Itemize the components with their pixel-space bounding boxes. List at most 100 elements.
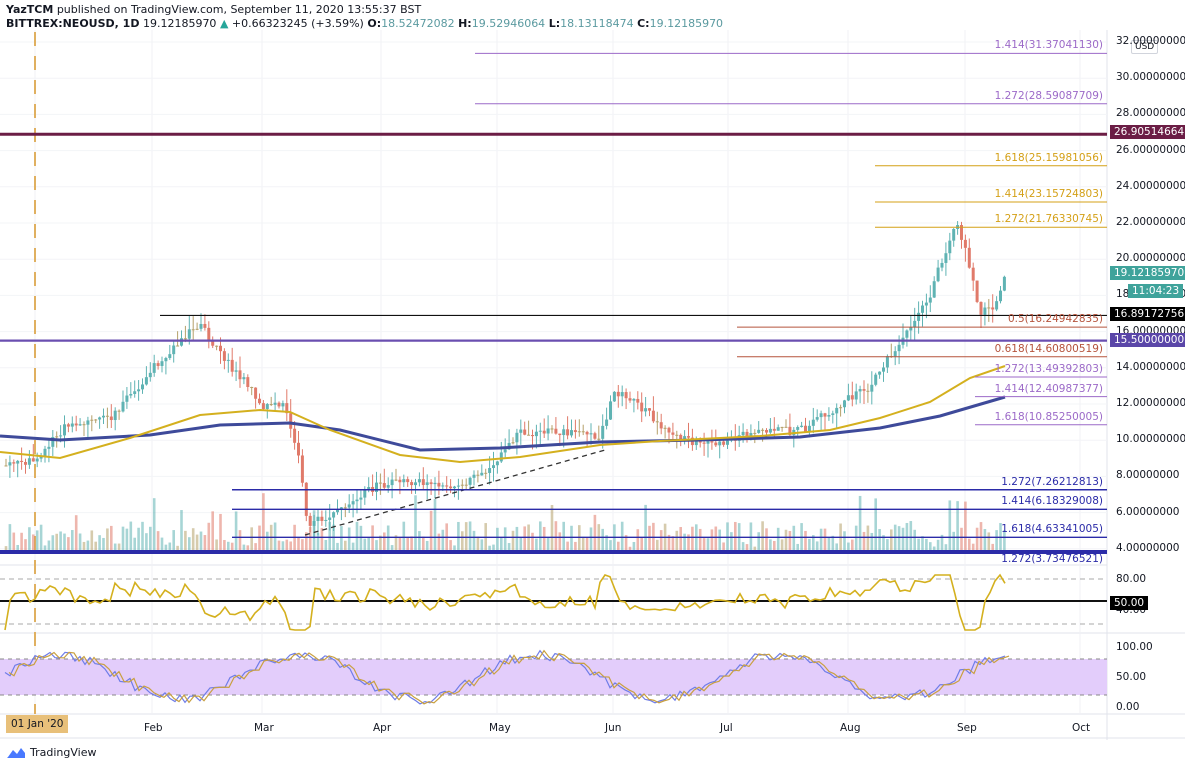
candle-body — [624, 392, 628, 399]
candle-body — [63, 424, 66, 436]
candle-body — [554, 428, 558, 434]
volume-bar — [121, 526, 125, 553]
volume-bar — [71, 530, 74, 553]
time-tick-oct: Oct — [1072, 722, 1091, 734]
volume-bar — [527, 524, 530, 553]
volume-bar — [43, 545, 47, 553]
candle-body — [776, 427, 780, 431]
volume-bar — [737, 523, 741, 553]
volume-bar — [769, 539, 772, 553]
candle-body — [172, 345, 176, 355]
volume-bar — [113, 543, 117, 553]
low-value: 18.13118474 — [560, 17, 634, 30]
candle-body — [761, 429, 765, 431]
candle-body — [187, 329, 191, 339]
fib-level-label: 1.272(28.59087709) — [994, 89, 1103, 102]
stoch-tick-100: 100.00 — [1116, 641, 1153, 653]
volume-bar — [472, 530, 476, 553]
symbol-label[interactable]: BITTREX:NEOUSD, 1D — [6, 17, 140, 30]
fib-level-label: 1.414(31.37041130) — [994, 39, 1103, 52]
volume-bar — [269, 524, 273, 553]
volume-bar — [823, 528, 827, 553]
volume-bar — [32, 534, 35, 553]
candle-body — [722, 441, 726, 445]
candle-body — [831, 413, 835, 415]
volume-bar — [308, 527, 312, 553]
volume-bar — [574, 541, 577, 553]
candle-body — [952, 228, 956, 241]
volume-bar — [449, 540, 452, 553]
volume-bar — [172, 530, 175, 553]
volume-bar — [866, 525, 870, 553]
candle-body — [273, 402, 277, 405]
volume-bar — [211, 511, 214, 553]
published-text: published on TradingView.com, September … — [56, 3, 422, 16]
candle-body — [671, 432, 675, 435]
volume-bar — [710, 529, 714, 553]
volume-bar — [578, 525, 581, 553]
candle-body — [839, 407, 843, 409]
tradingview-logo[interactable]: TradingView — [6, 745, 96, 759]
volume-bar — [870, 532, 874, 553]
candle-body — [125, 395, 129, 402]
price-tick: 6.00000000 — [1116, 505, 1180, 518]
open-label: O: — [367, 17, 382, 30]
support-price-tag: 15.50000000 — [1110, 333, 1185, 347]
volume-bar — [987, 532, 991, 553]
candle-body — [667, 427, 671, 433]
price-tick: 4.00000000 — [1116, 541, 1180, 554]
candle-body — [784, 426, 788, 428]
volume-bar — [184, 530, 187, 553]
volume-bar — [628, 546, 632, 553]
candle-body — [811, 419, 815, 426]
price-tick: 24.00000000 — [1116, 179, 1185, 192]
volume-bar — [242, 544, 246, 553]
candle-body — [870, 384, 874, 392]
candle-body — [679, 434, 683, 441]
currency-badge[interactable]: USD — [1131, 40, 1159, 54]
candle-body — [897, 344, 901, 352]
candle-body — [573, 430, 577, 433]
volume-bar — [324, 539, 328, 553]
close-label: C: — [637, 17, 650, 30]
candle-body — [453, 486, 456, 489]
author-name[interactable]: YazTCM — [6, 3, 54, 16]
candle-body — [944, 253, 948, 263]
volume-bar — [164, 544, 168, 553]
volume-bar — [839, 523, 842, 553]
candle-body — [749, 433, 753, 437]
stoch-d-line — [8, 649, 1010, 705]
fib-level-label: 0.5(16.24942835) — [1007, 313, 1103, 326]
candle-body — [648, 408, 651, 411]
candle-body — [566, 429, 570, 436]
candle-body — [480, 472, 484, 476]
volume-bar — [792, 525, 796, 553]
fib-level-label: 1.272(13.49392803) — [994, 362, 1103, 375]
volume-bar — [964, 501, 967, 553]
candle-body — [921, 305, 924, 313]
volume-bar — [207, 522, 211, 553]
volume-bar — [632, 541, 636, 553]
candle-body — [160, 361, 164, 366]
time-tick-apr: Apr — [373, 722, 392, 734]
rsi-line — [4, 573, 1006, 631]
volume-bar — [488, 545, 491, 553]
volume-bar — [258, 525, 261, 553]
rsi-tick-80: 80.00 — [1116, 573, 1147, 585]
volume-bar — [624, 535, 628, 553]
candle-body — [82, 424, 86, 426]
candle-body — [156, 363, 160, 366]
candle-body — [710, 441, 714, 443]
candle-body — [757, 429, 761, 433]
change-up-icon: ▲ — [219, 17, 229, 30]
volume-bar — [4, 546, 8, 553]
volume-bar — [180, 510, 183, 553]
candle-body — [117, 410, 121, 412]
volume-bar — [262, 493, 265, 553]
volume-bar — [558, 532, 562, 553]
volume-bar — [250, 527, 253, 553]
volume-bar — [995, 530, 998, 553]
volume-bar — [542, 526, 546, 553]
candle-body — [191, 329, 195, 331]
